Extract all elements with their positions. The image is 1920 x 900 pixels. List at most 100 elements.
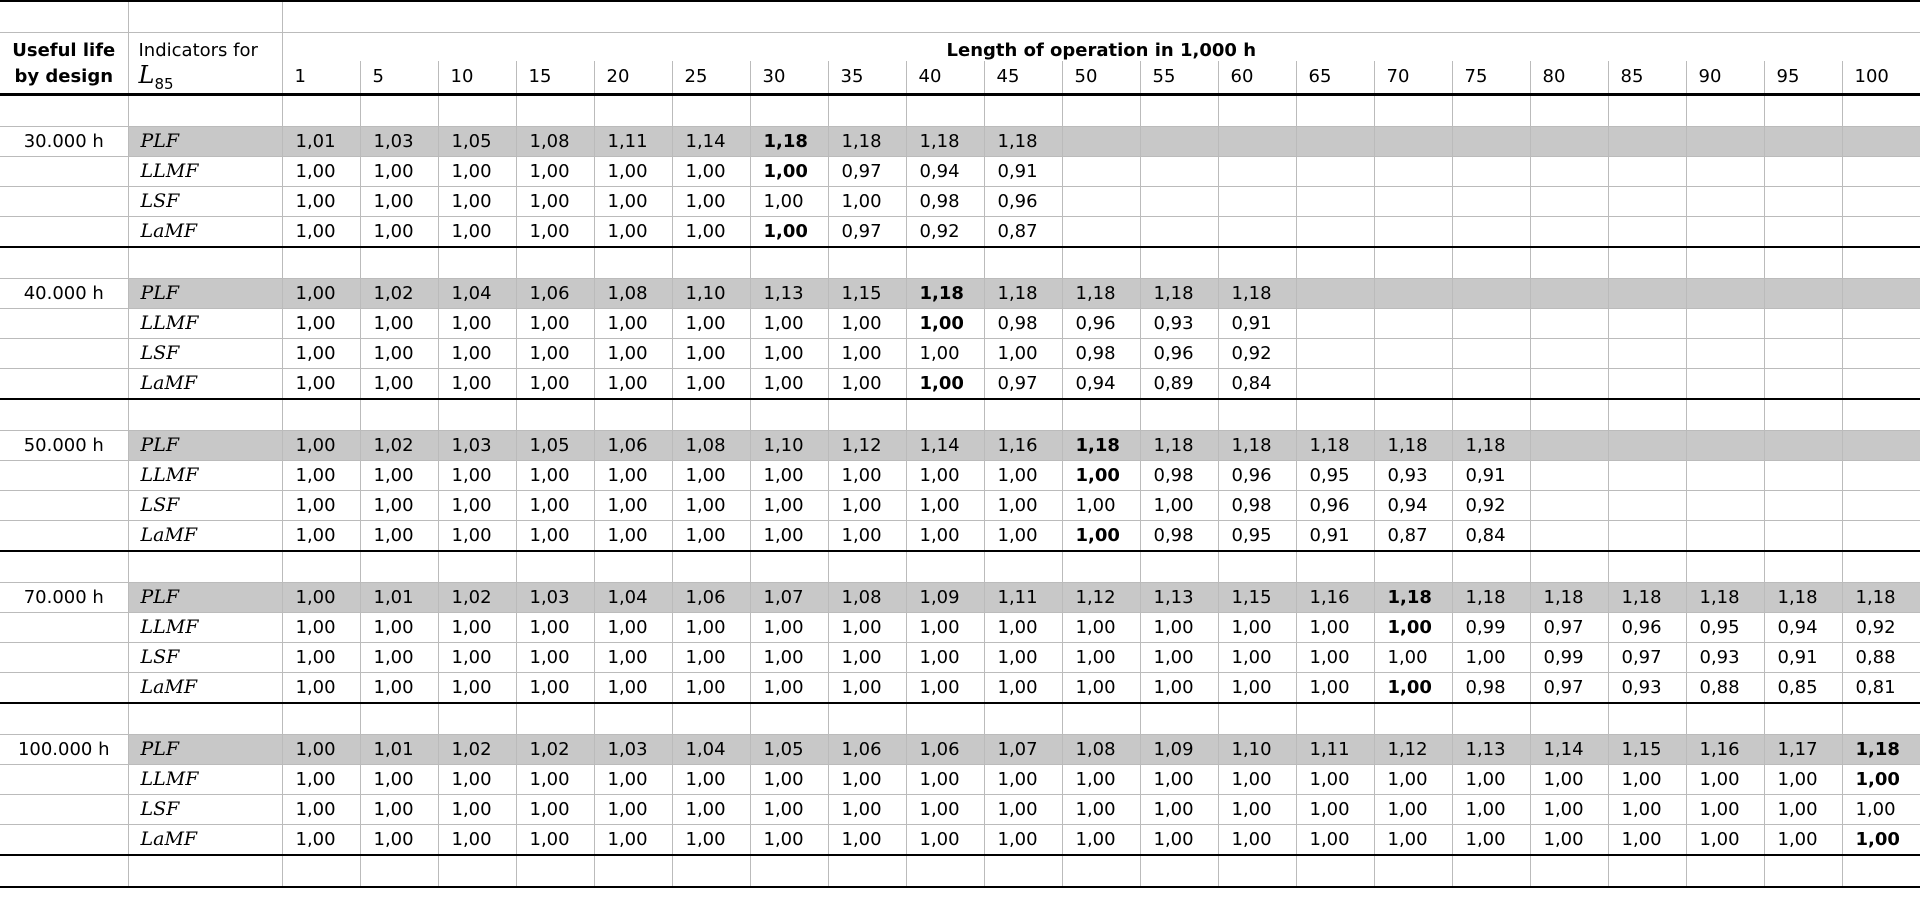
spacer-cell <box>1217 94 1296 127</box>
value-cell: 1,00 <box>1529 823 1608 856</box>
value-cell: 1,03 <box>359 125 438 157</box>
header-row-2: by design L85 1 5 10 15 20 25 30 35 40 45 50 55 60 65… <box>0 61 1920 96</box>
value-cell <box>1061 185 1140 217</box>
spacer-cell <box>749 94 828 127</box>
value-cell: 0,97 <box>1607 641 1686 673</box>
value-cell: 0,81 <box>1841 671 1920 704</box>
value-cell: 1,00 <box>671 489 750 521</box>
value-cell: 1,00 <box>1217 763 1296 795</box>
value-cell <box>1763 155 1842 187</box>
column-header: 30 <box>749 61 828 96</box>
value-cell: 1,00 <box>437 459 516 491</box>
value-cell: 1,00 <box>593 307 672 339</box>
value-cell <box>1295 277 1374 309</box>
spacer-cell <box>671 246 750 279</box>
value-cell: 1,18 <box>1061 429 1140 461</box>
spacer-cell <box>359 550 438 583</box>
value-cell: 1,00 <box>671 641 750 673</box>
spacer-cell <box>1139 246 1218 279</box>
value-cell: 1,00 <box>1685 823 1764 856</box>
spacer-cell <box>827 246 906 279</box>
value-cell: 1,00 <box>827 367 906 400</box>
value-cell <box>1451 337 1530 369</box>
spacer-cell <box>1763 550 1842 583</box>
value-cell: 1,00 <box>1061 671 1140 704</box>
value-cell <box>1373 125 1452 157</box>
spacer-cell <box>1373 94 1452 127</box>
useful-life-cell <box>0 641 128 673</box>
value-cell: 1,14 <box>905 429 984 461</box>
value-cell: 0,95 <box>1685 611 1764 643</box>
value-cell: 1,00 <box>1139 611 1218 643</box>
spacer-cell <box>127 246 282 279</box>
table-row: 50.000 h PLF 1,00 1,02 1,03 1,05 1,06 1,08 1,10 1… <box>0 429 1920 461</box>
spacer-cell <box>1685 94 1764 127</box>
value-cell: 1,00 <box>905 367 984 400</box>
value-cell: 1,00 <box>1295 611 1374 643</box>
value-cell <box>1451 367 1530 400</box>
value-cell: 1,00 <box>1685 793 1764 825</box>
value-cell: 1,00 <box>827 337 906 369</box>
indicator-label: LaMF <box>127 671 282 704</box>
value-cell: 1,00 <box>281 519 360 552</box>
value-cell: 1,04 <box>437 277 516 309</box>
value-cell <box>1607 215 1686 248</box>
table-row: 100.000 h PLF 1,00 1,01 1,02 1,02 1,03 1,04 1,05… <box>0 733 1920 765</box>
value-cell: 1,01 <box>281 125 360 157</box>
value-cell: 1,00 <box>281 215 360 248</box>
value-cell: 1,00 <box>593 337 672 369</box>
value-cell <box>1763 429 1842 461</box>
spacer-cell <box>515 854 594 888</box>
value-cell <box>1373 367 1452 400</box>
value-cell: 0,92 <box>905 215 984 248</box>
value-cell: 1,18 <box>749 125 828 157</box>
indicator-label: LLMF <box>127 763 282 795</box>
table-row: LSF 1,00 1,00 1,00 1,00 1,00 1,00 1,00 1,00 1,00 1… <box>0 337 1920 369</box>
value-cell: 1,00 <box>359 823 438 856</box>
value-cell <box>1841 155 1920 187</box>
value-cell <box>1763 185 1842 217</box>
value-cell: 0,99 <box>1451 611 1530 643</box>
spacer-cell <box>1295 550 1374 583</box>
spacer-cell <box>593 246 672 279</box>
value-cell: 1,00 <box>593 215 672 248</box>
value-cell: 1,00 <box>671 763 750 795</box>
value-cell: 0,96 <box>1139 337 1218 369</box>
column-header: 45 <box>983 61 1062 96</box>
spacer-cell <box>281 702 360 735</box>
spacer-cell <box>1139 702 1218 735</box>
spacer-cell <box>1685 246 1764 279</box>
value-cell <box>1217 125 1296 157</box>
value-cell: 1,09 <box>905 581 984 613</box>
value-cell: 0,97 <box>827 155 906 187</box>
spacer-cell <box>0 94 128 126</box>
value-cell: 1,00 <box>437 641 516 673</box>
value-cell: 1,00 <box>1841 793 1920 825</box>
value-cell: 1,00 <box>1061 489 1140 521</box>
value-cell: 1,00 <box>281 337 360 369</box>
value-cell: 1,00 <box>1295 671 1374 704</box>
value-cell: 1,02 <box>515 733 594 765</box>
spacer-cell <box>515 398 594 431</box>
useful-life-cell <box>0 793 128 825</box>
indicator-label: PLF <box>127 125 282 157</box>
spacer-cell <box>1295 94 1374 127</box>
useful-life-cell <box>0 763 128 795</box>
value-cell: 1,00 <box>593 367 672 400</box>
value-cell <box>1061 215 1140 248</box>
value-cell <box>1607 185 1686 217</box>
spacer-cell <box>281 398 360 431</box>
value-cell: 0,96 <box>1061 307 1140 339</box>
value-cell: 1,00 <box>281 367 360 400</box>
value-cell: 1,06 <box>905 733 984 765</box>
spacer-cell <box>905 246 984 279</box>
value-cell: 1,00 <box>1373 641 1452 673</box>
value-cell: 1,00 <box>1607 823 1686 856</box>
value-cell: 1,03 <box>515 581 594 613</box>
value-cell: 1,00 <box>1061 763 1140 795</box>
spacer-cell <box>1217 246 1296 279</box>
value-cell <box>1529 337 1608 369</box>
spacer-cell <box>1373 550 1452 583</box>
spacer-cell <box>1607 246 1686 279</box>
value-cell: 1,00 <box>437 793 516 825</box>
